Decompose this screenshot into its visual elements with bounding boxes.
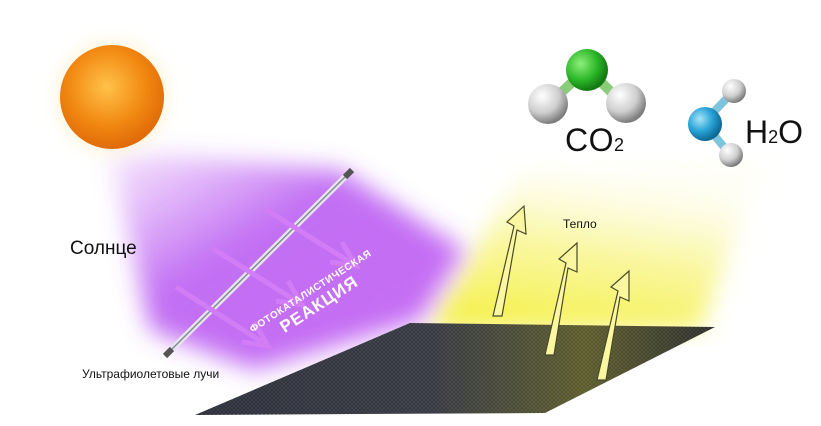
h2o-o: O [778,114,804,150]
uv-arrow-icon [174,284,273,350]
co2-formula: CO2 [565,122,625,159]
heat-arrow-icon [596,269,630,381]
photocatalytic-plate [195,323,715,415]
heat-label: Тепло [563,217,597,231]
heat-arrows [492,204,630,381]
uv-arrows [174,206,361,350]
uv-arrow-icon [210,245,307,309]
co2-main: CO [565,122,614,158]
uv-glow [110,150,465,370]
co2-molecule-icon [528,49,646,124]
heat-glow [430,165,760,330]
sun-icon [40,25,184,169]
co2-subscript: 2 [614,135,625,155]
h2o-subscript: 2 [768,127,779,147]
uv-lamp-icon [162,167,355,359]
uv-rays-label: Ультрафиолетовые лучи [82,367,220,381]
h2o-h: H [745,114,769,150]
heat-arrow-icon [544,241,578,356]
heat-arrow-icon [492,204,527,317]
h2o-molecule-icon [688,79,746,167]
uv-arrow-icon [263,206,361,270]
h2o-formula: H2O [745,114,803,151]
sun-label: Солнце [70,238,137,259]
